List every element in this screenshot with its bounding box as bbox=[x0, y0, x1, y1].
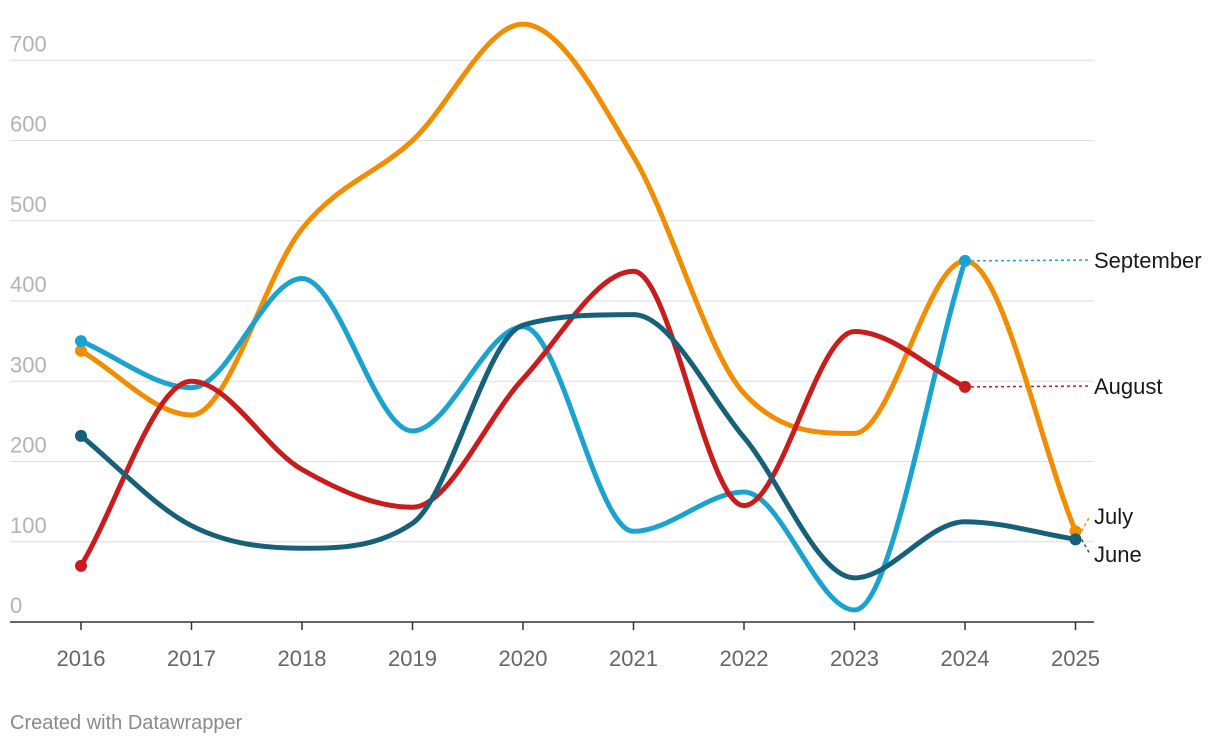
y-axis-ticks: 0 100 200 300 400 500 600 700 bbox=[10, 31, 47, 618]
label-leaders bbox=[970, 259, 1091, 555]
series-lines bbox=[78, 21, 1078, 613]
series-line-june bbox=[78, 312, 1078, 581]
series-label-july: July bbox=[1094, 504, 1133, 529]
x-tick-label: 2017 bbox=[167, 646, 216, 671]
series-line-september bbox=[78, 258, 968, 613]
series-start-point-august bbox=[75, 559, 87, 572]
x-tick-label: 2025 bbox=[1051, 646, 1100, 671]
x-tick-label: 2021 bbox=[609, 646, 658, 671]
y-tick-label: 200 bbox=[10, 433, 47, 458]
y-tick-label: 500 bbox=[10, 192, 47, 217]
series-start-point-september bbox=[75, 335, 87, 348]
series-line-july bbox=[78, 21, 1078, 534]
series-endpoints bbox=[75, 254, 1082, 572]
y-tick-label: 100 bbox=[10, 513, 47, 538]
x-tick-label: 2023 bbox=[830, 646, 879, 671]
x-tick-label: 2024 bbox=[941, 646, 990, 671]
x-tick-label: 2018 bbox=[278, 646, 327, 671]
leader-line-september bbox=[970, 259, 1091, 262]
y-tick-label: 300 bbox=[10, 352, 47, 377]
x-tick-label: 2022 bbox=[720, 646, 769, 671]
series-start-point-june bbox=[75, 429, 87, 442]
y-tick-label: 600 bbox=[10, 112, 47, 137]
x-axis-ticks: 2016 2017 2018 2019 2020 2021 2022 2023 2024 2025 bbox=[57, 622, 1100, 671]
series-start-point-july bbox=[75, 344, 87, 357]
x-tick-label: 2019 bbox=[388, 646, 437, 671]
series-label-august: August bbox=[1094, 374, 1163, 399]
series-line-august bbox=[78, 268, 968, 569]
x-tick-label: 2020 bbox=[499, 646, 548, 671]
y-tick-label: 0 bbox=[10, 593, 22, 618]
series-end-point-september bbox=[959, 254, 971, 267]
credit-text: Created with Datawrapper bbox=[10, 712, 243, 734]
x-tick-label: 2016 bbox=[57, 646, 106, 671]
leader-line-june bbox=[1080, 538, 1091, 555]
series-end-point-june bbox=[1069, 533, 1082, 546]
leader-line-august bbox=[970, 385, 1091, 388]
y-tick-label: 400 bbox=[10, 272, 47, 297]
leader-line-july bbox=[1080, 515, 1091, 532]
series-labels: July September August June bbox=[1094, 248, 1202, 567]
series-label-september: September bbox=[1094, 248, 1202, 273]
y-tick-label: 700 bbox=[10, 31, 47, 56]
series-end-point-august bbox=[959, 380, 971, 393]
series-label-june: June bbox=[1094, 542, 1142, 567]
